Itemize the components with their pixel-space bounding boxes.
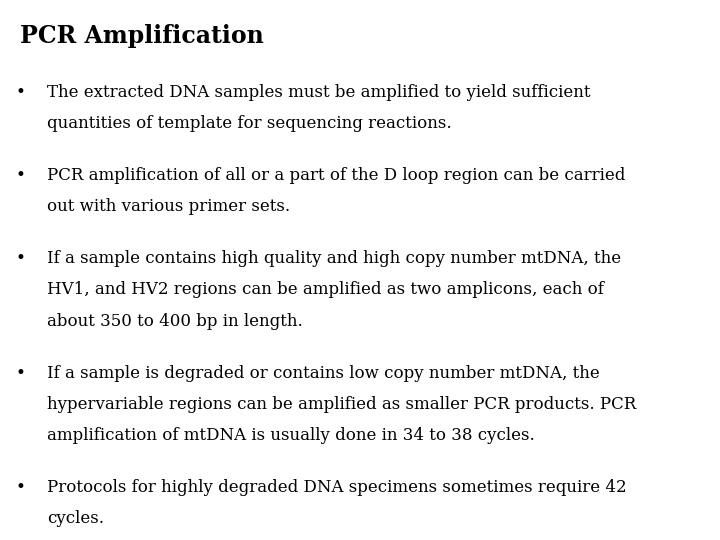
Text: •: • (16, 84, 26, 100)
Text: •: • (16, 167, 26, 184)
Text: •: • (16, 250, 26, 267)
Text: hypervariable regions can be amplified as smaller PCR products. PCR: hypervariable regions can be amplified a… (47, 396, 636, 413)
Text: The extracted DNA samples must be amplified to yield sufficient: The extracted DNA samples must be amplif… (47, 84, 590, 100)
Text: If a sample is degraded or contains low copy number mtDNA, the: If a sample is degraded or contains low … (47, 364, 600, 381)
Text: quantities of template for sequencing reactions.: quantities of template for sequencing re… (47, 115, 451, 132)
Text: amplification of mtDNA is usually done in 34 to 38 cycles.: amplification of mtDNA is usually done i… (47, 427, 534, 444)
Text: about 350 to 400 bp in length.: about 350 to 400 bp in length. (47, 313, 302, 329)
Text: cycles.: cycles. (47, 510, 104, 527)
Text: HV1, and HV2 regions can be amplified as two amplicons, each of: HV1, and HV2 regions can be amplified as… (47, 281, 603, 298)
Text: PCR amplification of all or a part of the D loop region can be carried: PCR amplification of all or a part of th… (47, 167, 625, 184)
Text: •: • (16, 479, 26, 496)
Text: •: • (16, 364, 26, 381)
Text: out with various primer sets.: out with various primer sets. (47, 198, 290, 215)
Text: If a sample contains high quality and high copy number mtDNA, the: If a sample contains high quality and hi… (47, 250, 621, 267)
Text: Protocols for highly degraded DNA specimens sometimes require 42: Protocols for highly degraded DNA specim… (47, 479, 626, 496)
Text: PCR Amplification: PCR Amplification (20, 24, 264, 48)
